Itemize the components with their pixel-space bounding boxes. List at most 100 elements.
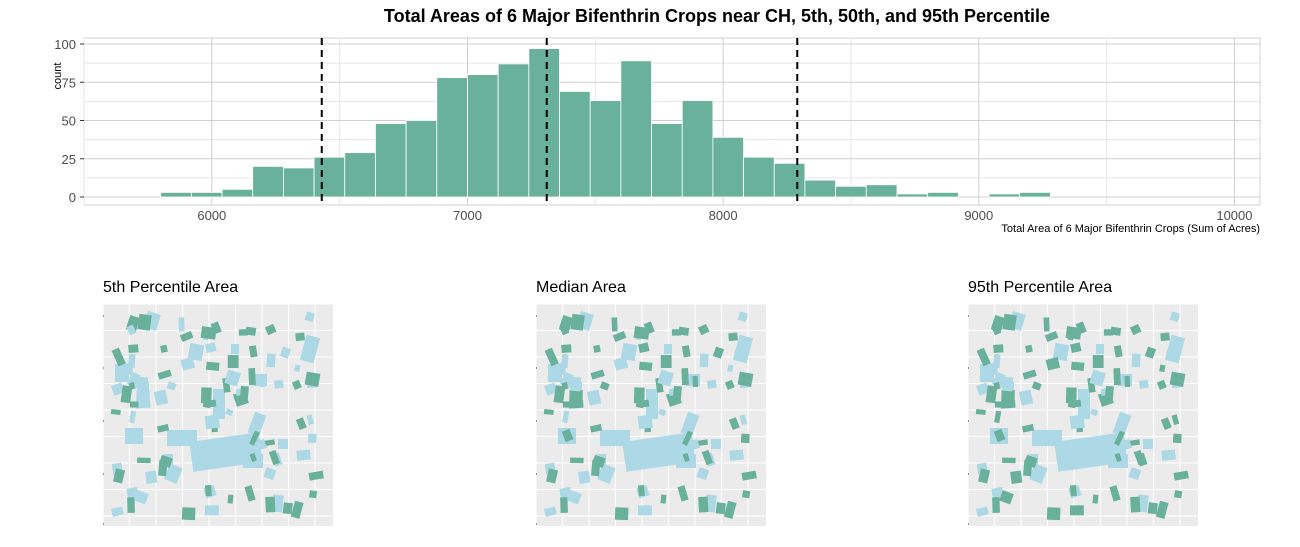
crop-parcel: [682, 430, 693, 446]
non-crop-parcel: [240, 442, 250, 458]
non-crop-parcel: [128, 428, 141, 443]
crop-parcel: [156, 424, 170, 433]
crop-parcel: [1069, 505, 1084, 516]
crop-parcel: [137, 313, 152, 331]
histogram-bar: [221, 188, 254, 198]
crop-parcel: [308, 490, 318, 499]
non-crop-parcel: [231, 344, 239, 354]
non-crop-parcel: [543, 382, 558, 396]
non-crop-parcel: [1164, 334, 1186, 364]
crop-parcel: [723, 500, 737, 519]
crop-parcel: [1129, 323, 1142, 336]
crop-parcel: [1155, 500, 1169, 519]
histogram-bar: [712, 136, 744, 198]
crop-parcel: [1160, 332, 1170, 342]
crop-parcel: [553, 385, 566, 404]
crop-parcel: [992, 497, 1000, 513]
non-crop-parcel: [706, 379, 717, 389]
histogram-bar: [773, 162, 806, 198]
crop-parcel: [1001, 389, 1015, 405]
non-crop-parcel: [1002, 376, 1014, 392]
histogram-bar: [313, 156, 346, 198]
crop-parcel: [740, 433, 750, 444]
non-crop-parcel: [187, 342, 205, 362]
crop-parcel: [290, 500, 304, 519]
non-crop-parcel: [306, 414, 315, 426]
non-crop-parcel: [145, 470, 158, 484]
crop-parcel: [1172, 433, 1182, 444]
crop-parcel: [692, 375, 699, 388]
crop-parcel: [159, 455, 173, 468]
non-crop-parcel: [991, 486, 1004, 499]
map-title-95th: 95th Percentile Area: [968, 279, 1113, 296]
non-crop-parcel: [600, 430, 630, 446]
non-crop-parcel: [307, 433, 317, 444]
crop-parcel: [1109, 485, 1121, 502]
crop-parcel: [728, 332, 738, 342]
crop-parcel: [1002, 313, 1017, 331]
histogram-bar: [344, 152, 376, 198]
non-crop-parcel: [304, 311, 315, 323]
histogram-bar: [559, 91, 591, 198]
crop-parcel: [589, 424, 603, 433]
crop-parcel: [660, 355, 672, 369]
crop-parcel: [976, 347, 991, 367]
crop-parcel: [295, 417, 307, 431]
crop-parcel: [200, 326, 217, 340]
crop-parcel: [1173, 470, 1189, 481]
histogram-bar: [283, 167, 315, 198]
crop-parcel: [633, 326, 650, 340]
non-crop-parcel: [110, 382, 125, 396]
crop-parcel: [701, 449, 714, 466]
crop-parcel: [206, 399, 217, 408]
crop-parcel: [570, 457, 584, 464]
non-crop-parcel: [570, 376, 582, 392]
non-crop-parcel: [163, 463, 183, 484]
crop-parcel: [614, 507, 629, 521]
non-crop-parcel: [975, 382, 990, 396]
y-tick-label: 50: [62, 114, 76, 129]
non-crop-parcel: [205, 342, 217, 354]
non-crop-parcel: [1096, 344, 1104, 354]
non-crop-parcel: [279, 346, 292, 359]
crop-parcel: [1147, 502, 1158, 515]
x-tick-label: 8000: [709, 208, 738, 223]
chart-title: Total Areas of 6 Major Bifenthrin Crops …: [383, 6, 1051, 26]
crop-parcel: [678, 326, 690, 336]
non-crop-parcel: [711, 439, 721, 449]
crop-parcel: [227, 494, 234, 504]
crop-parcel: [1133, 449, 1146, 466]
x-tick-label: 6000: [197, 208, 226, 223]
non-crop-parcel: [166, 381, 177, 391]
crop-parcel: [741, 470, 757, 481]
y-tick-label: 0: [69, 190, 76, 205]
crop-parcel: [1113, 345, 1123, 358]
non-crop-parcel: [727, 364, 734, 373]
crop-parcel: [205, 484, 212, 497]
crop-parcel: [113, 468, 126, 484]
crop-parcel: [1046, 507, 1061, 521]
non-crop-parcel: [729, 449, 744, 461]
non-crop-parcel: [620, 342, 638, 362]
crop-parcel: [543, 408, 554, 415]
map-panel-95th: [968, 304, 1198, 526]
crop-parcel: [1104, 385, 1114, 403]
histogram-bar: [467, 74, 499, 198]
non-crop-parcel: [637, 505, 652, 516]
non-crop-parcel: [586, 389, 602, 406]
crop-parcel: [991, 324, 1002, 336]
crop-parcel: [1103, 329, 1114, 336]
non-crop-parcel: [278, 439, 288, 449]
non-crop-parcel: [1143, 439, 1153, 449]
non-crop-parcel: [976, 506, 989, 517]
non-crop-parcel: [567, 490, 582, 505]
non-crop-parcel: [737, 311, 748, 323]
non-crop-parcel: [225, 408, 234, 417]
crop-parcel: [569, 389, 583, 405]
crop-parcel: [681, 345, 691, 358]
histogram-bar: [651, 123, 683, 198]
non-crop-parcel: [732, 334, 754, 364]
non-crop-parcel: [259, 375, 266, 388]
non-crop-parcel: [136, 389, 150, 405]
crop-parcel: [110, 408, 121, 415]
